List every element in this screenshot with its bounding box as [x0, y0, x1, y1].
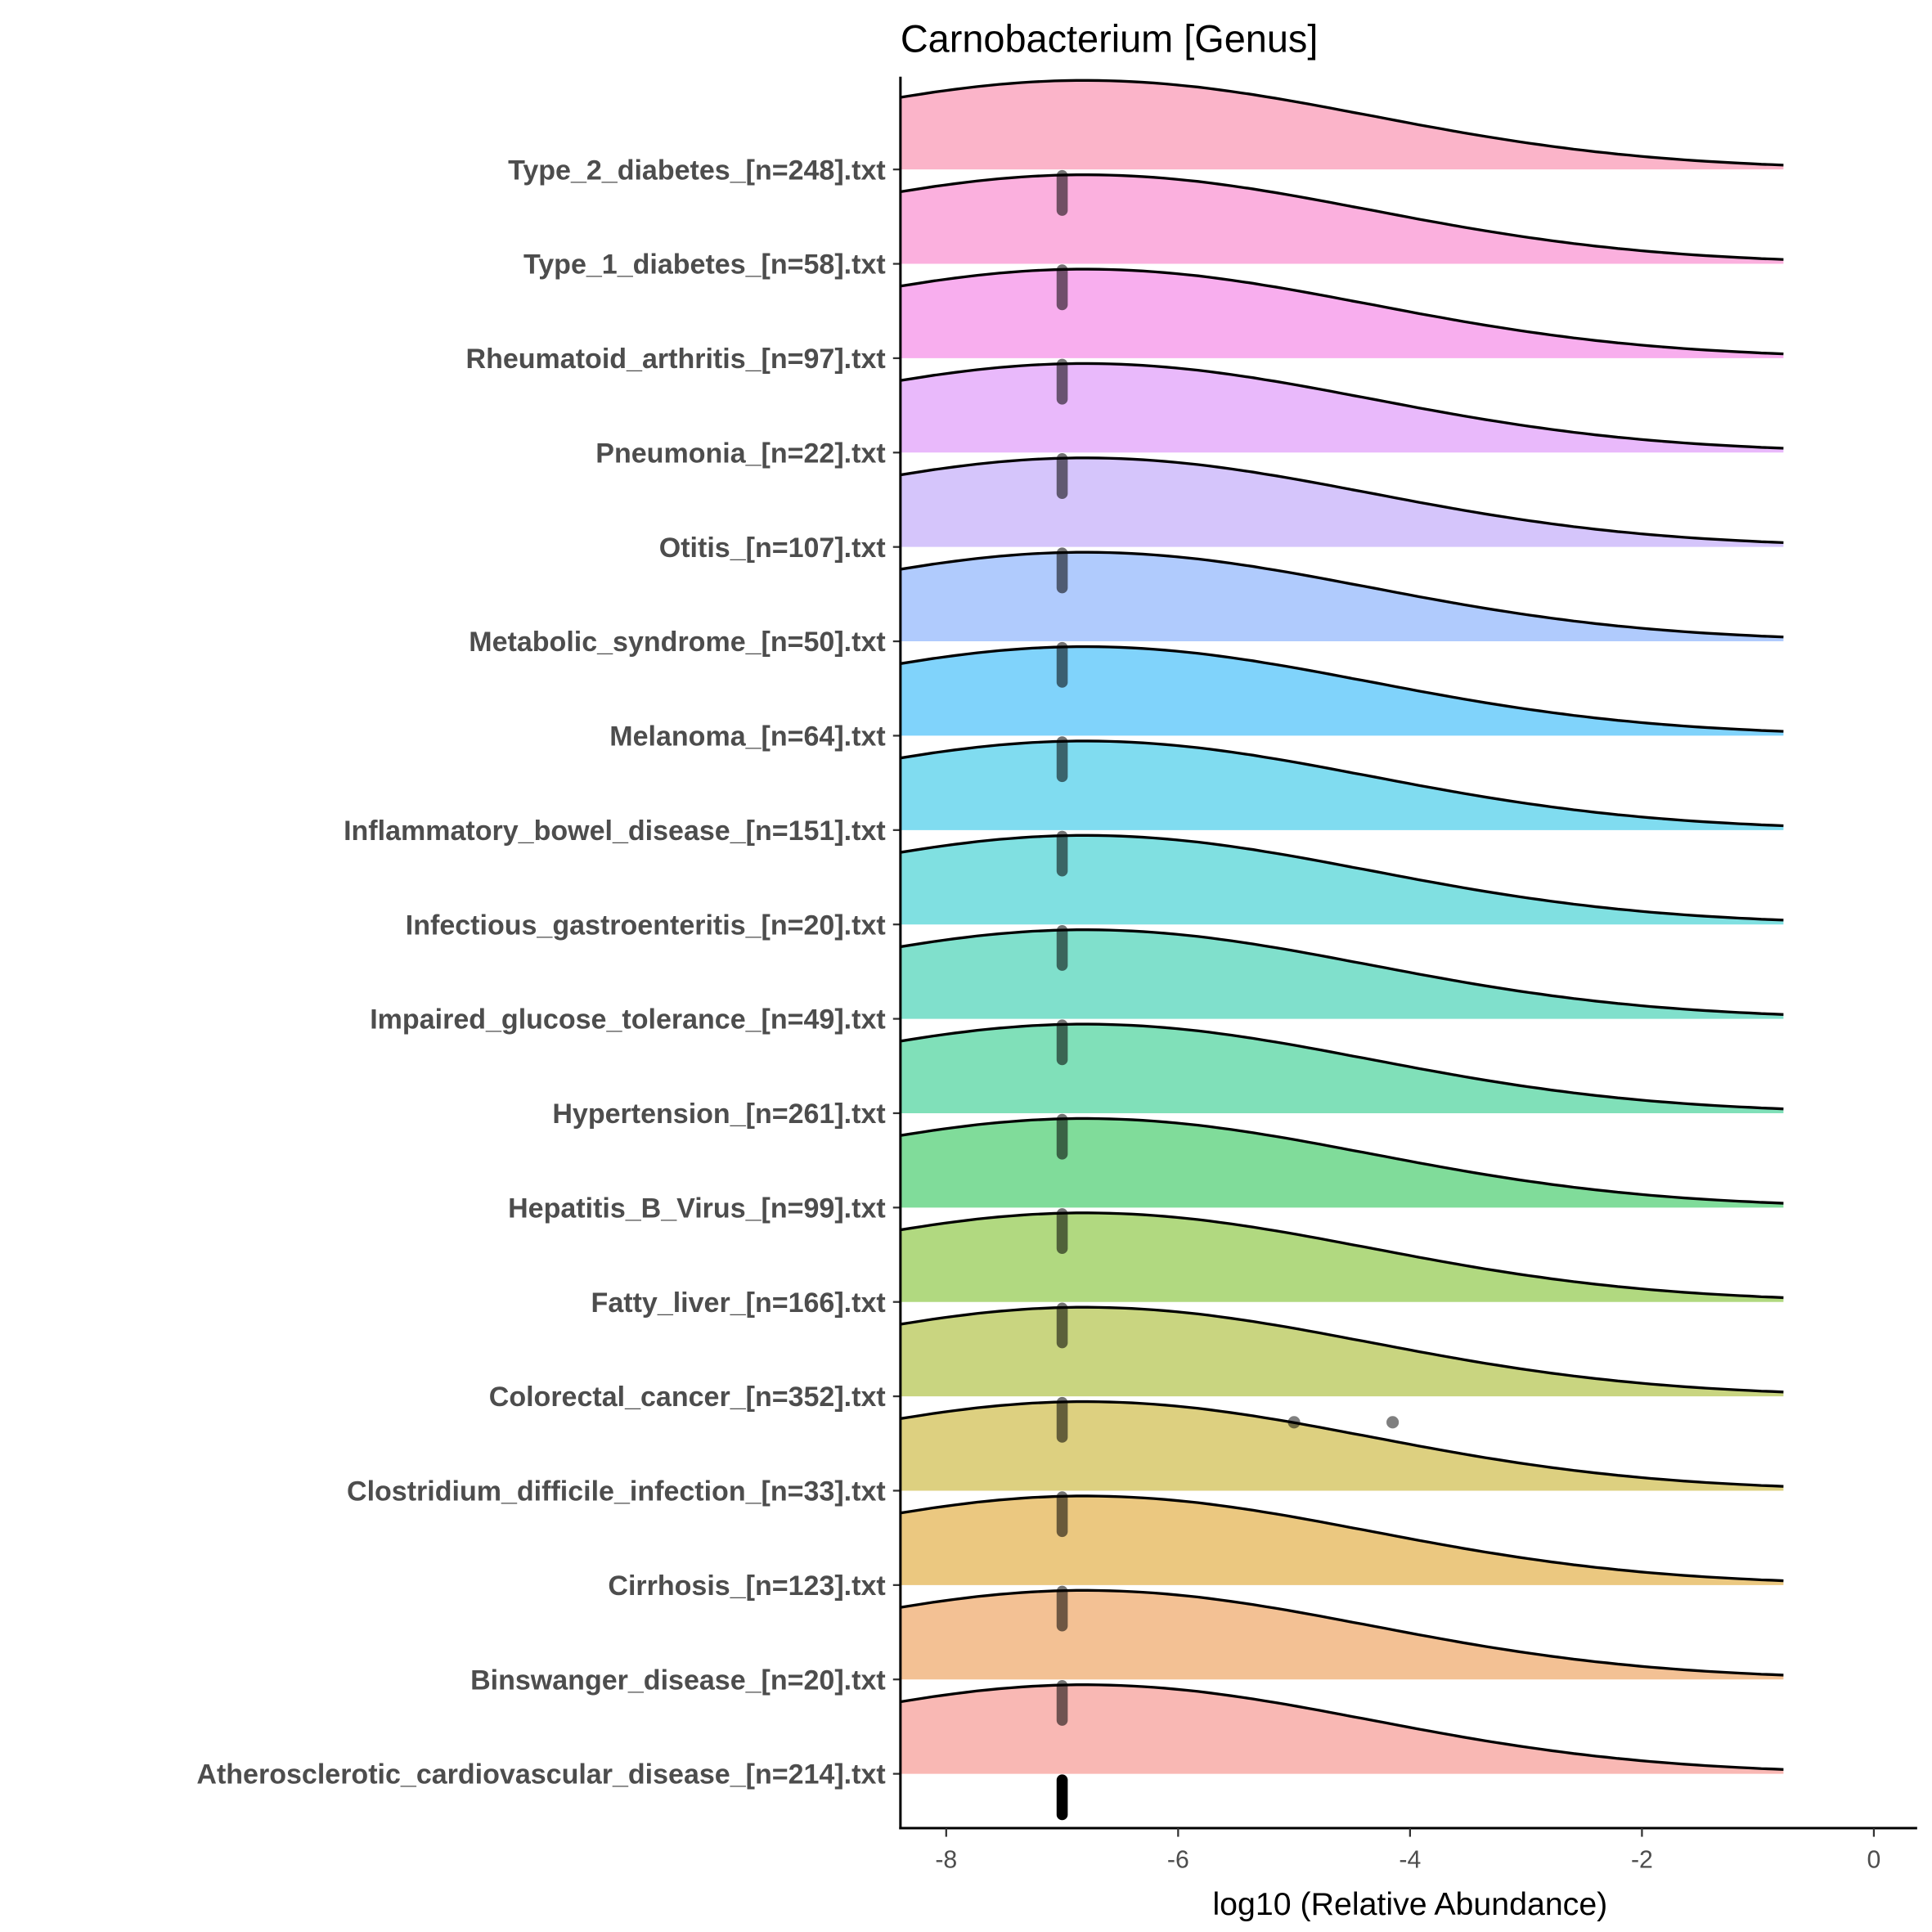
y-tick-label: Inflammatory_bowel_disease_[n=151].txt	[344, 815, 886, 847]
ridge-density-line	[899, 1117, 1784, 1205]
ridge-density-line	[899, 1683, 1784, 1771]
ridge-density-line	[899, 928, 1784, 1016]
chart-title: Carnobacterium [Genus]	[901, 18, 1319, 61]
ridge-fill	[900, 174, 1784, 264]
ridge-density-line	[899, 645, 1784, 733]
outlier-point	[1386, 1416, 1400, 1429]
ridge-density-line	[899, 739, 1784, 828]
ridge-density-line	[899, 456, 1784, 545]
x-tick-label: -4	[1399, 1846, 1421, 1873]
ridge-fill	[900, 740, 1784, 830]
x-tick-label: 0	[1867, 1846, 1881, 1873]
y-tick-label: Colorectal_cancer_[n=352].txt	[489, 1382, 886, 1413]
y-tick-label: Pneumonia_[n=22].txt	[595, 438, 885, 469]
ridge-fill	[900, 269, 1784, 358]
ridge-density-line	[899, 79, 1784, 167]
ridge-density-line	[899, 267, 1784, 356]
y-tick-label: Rheumatoid_arthritis_[n=97].txt	[466, 344, 886, 375]
ridge-density-line	[899, 1022, 1784, 1111]
y-tick-label: Type_1_diabetes_[n=58].txt	[523, 249, 886, 281]
ridge-density-line	[899, 173, 1784, 261]
y-tick-label: Binswanger_disease_[n=20].txt	[470, 1665, 886, 1696]
ridge-fill	[900, 835, 1784, 925]
outlier-point	[1287, 1416, 1301, 1429]
x-axis-label: log10 (Relative Abundance)	[1212, 1886, 1607, 1922]
y-tick-label: Type_2_diabetes_[n=248].txt	[508, 155, 886, 186]
ridge-density-line	[899, 1588, 1784, 1677]
ridge-fill	[900, 1118, 1784, 1208]
ridges	[899, 79, 1784, 1774]
y-tick-label: Hepatitis_B_Virus_[n=99].txt	[508, 1193, 886, 1224]
ridge-fill	[900, 1024, 1784, 1113]
ridge-density-line	[899, 1211, 1784, 1300]
ridge-fill	[900, 1684, 1784, 1774]
y-tick-label: Hypertension_[n=261].txt	[552, 1099, 885, 1130]
x-axis-ticks: -8 -6 -4 -2 0	[935, 1827, 1881, 1873]
ridge-fill	[900, 1212, 1784, 1302]
ridge-fill	[900, 80, 1784, 170]
jittered-points	[1056, 169, 1400, 1821]
ridge-density-line	[899, 362, 1784, 450]
y-tick-label: Cirrhosis_[n=123].txt	[608, 1570, 885, 1602]
ridge-fill	[900, 1307, 1784, 1397]
ridge-density-line	[899, 833, 1784, 922]
ridge-fill	[900, 1590, 1784, 1680]
y-tick-label: Metabolic_syndrome_[n=50].txt	[469, 627, 885, 658]
ridge-density-line	[899, 550, 1784, 639]
ridge-fill	[900, 1401, 1784, 1491]
ridge-density-line	[899, 1494, 1784, 1583]
ridge-fill	[900, 363, 1784, 453]
ridge-fill	[900, 552, 1784, 642]
y-tick-label: Impaired_glucose_tolerance_[n=49].txt	[370, 1004, 885, 1036]
x-tick-label: -6	[1167, 1846, 1189, 1873]
ridge-density-line	[899, 1305, 1784, 1394]
y-tick-label: Clostridium_difficile_infection_[n=33].t…	[347, 1476, 886, 1507]
ridge-fill	[900, 1495, 1784, 1585]
ridge-fill	[900, 929, 1784, 1019]
y-tick-label: Infectious_gastroenteritis_[n=20].txt	[406, 910, 886, 941]
y-tick-label: Melanoma_[n=64].txt	[609, 721, 885, 753]
ridge-density-line	[899, 1400, 1784, 1488]
y-axis-labels: Type_2_diabetes_[n=248].txt Type_1_diabet…	[196, 155, 901, 1790]
y-tick-label: Otitis_[n=107].txt	[659, 532, 886, 564]
ridge-fill	[900, 646, 1784, 736]
y-tick-label: Fatty_liver_[n=166].txt	[591, 1287, 886, 1319]
y-tick-label: Atherosclerotic_cardiovascular_disease_[…	[196, 1759, 885, 1790]
x-tick-label: -8	[935, 1846, 957, 1873]
x-tick-label: -2	[1631, 1846, 1653, 1873]
ridge-fill	[900, 457, 1784, 547]
